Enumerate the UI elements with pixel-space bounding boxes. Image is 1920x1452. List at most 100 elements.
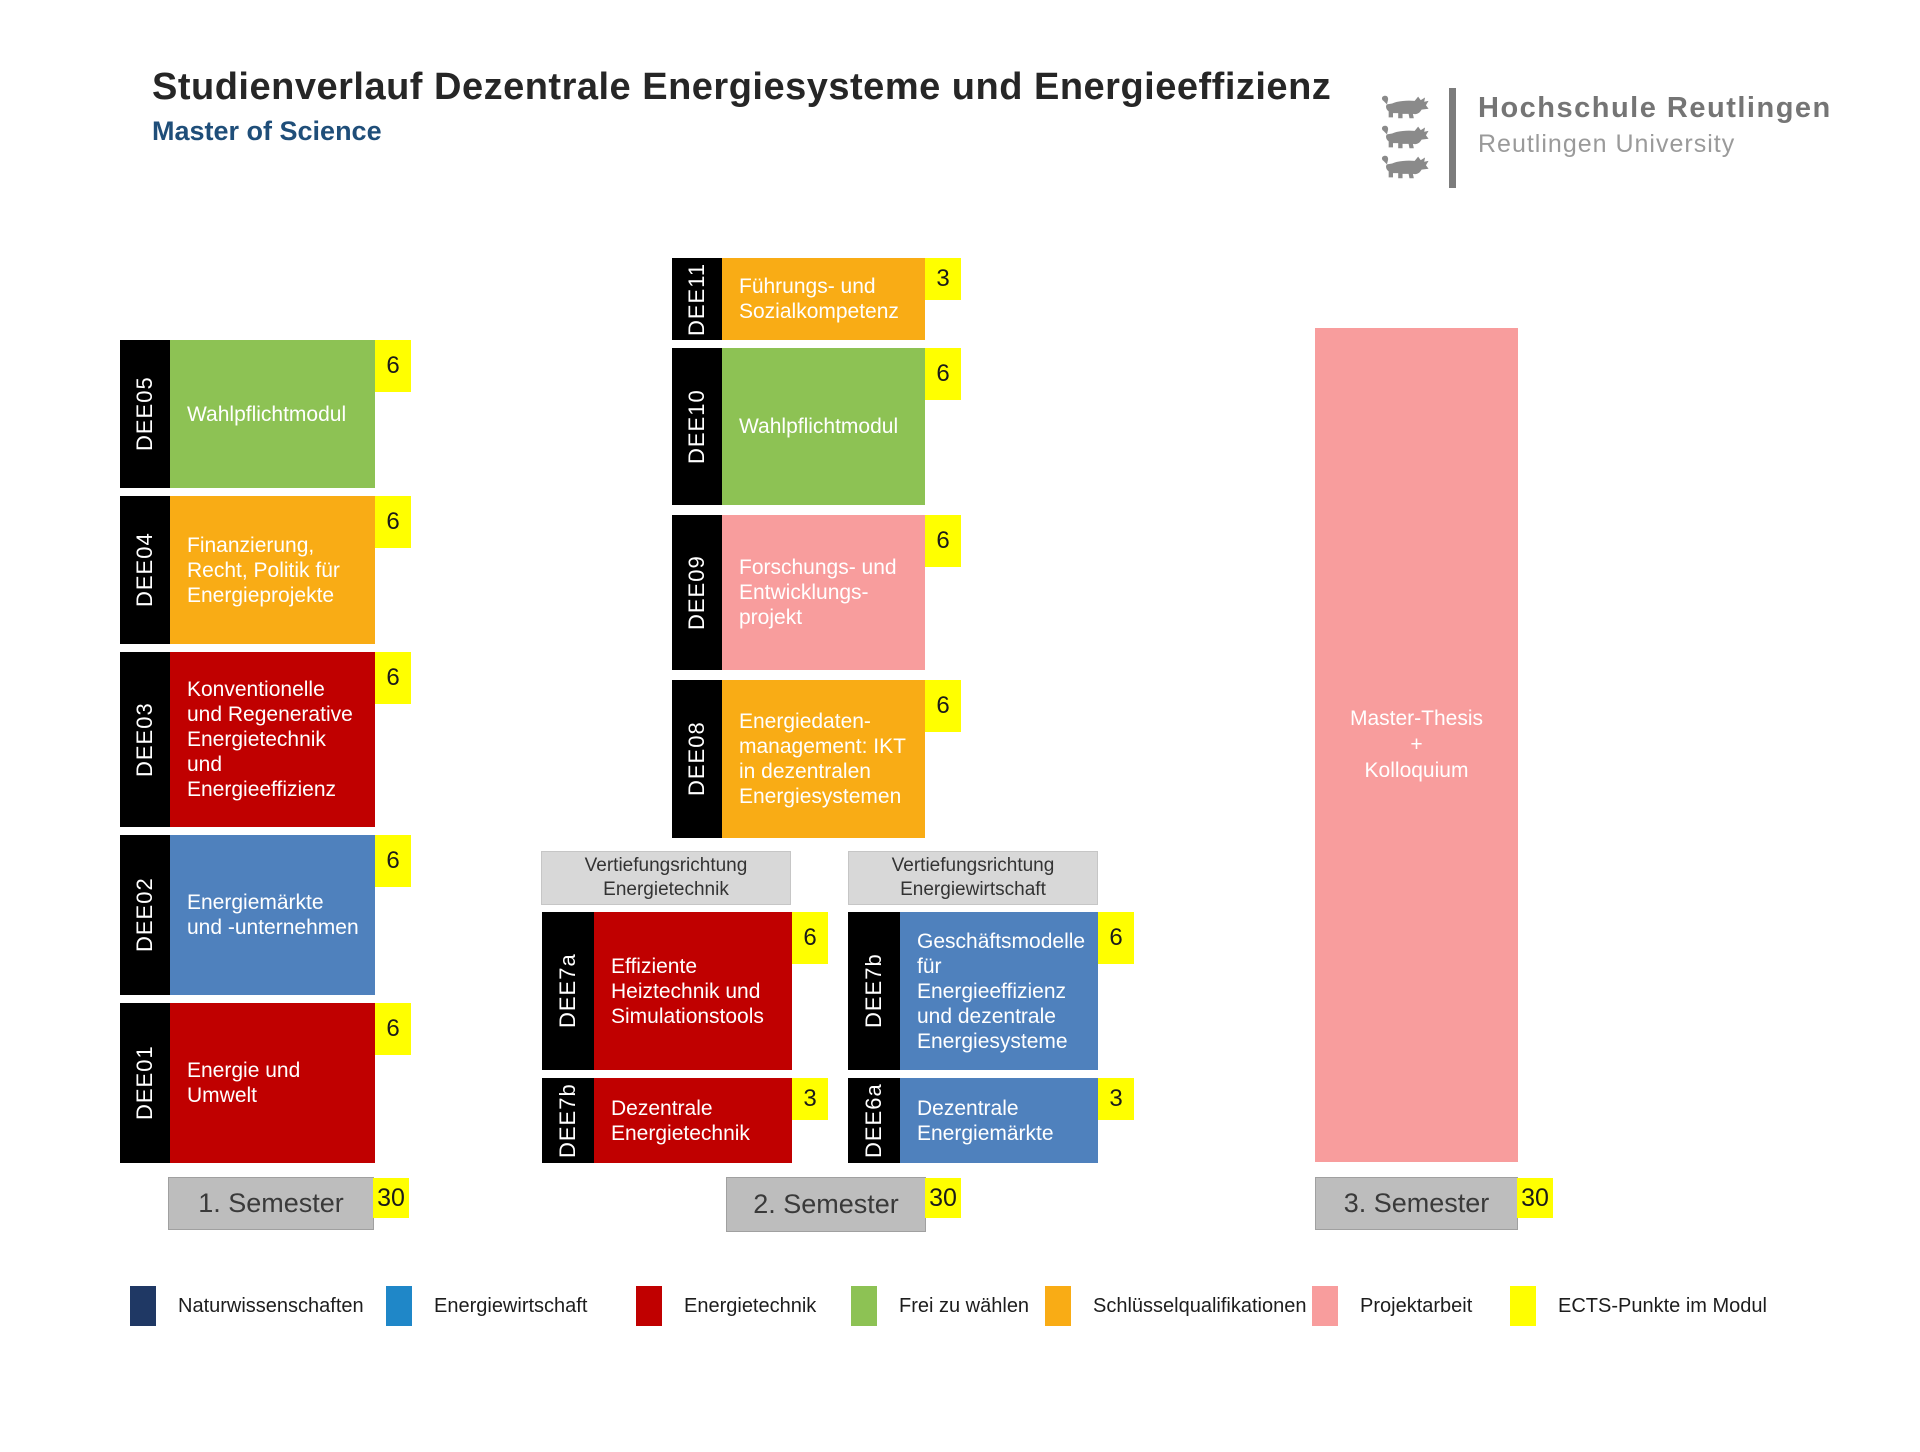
module-body: Dezentrale Energietechnik	[594, 1078, 792, 1163]
lion-icon	[1380, 94, 1432, 120]
module-body: Finanzierung, Recht, Politik für Energie…	[170, 496, 375, 644]
module-dee08: DEE08 Energiedaten- management: IKT in d…	[672, 680, 961, 838]
legend-item-frei-zu-waehlen: Frei zu wählen	[851, 1286, 1029, 1326]
track-header-energiewirtschaft: Vertiefungsrichtung Energiewirtschaft	[848, 851, 1098, 905]
ects-badge: 3	[925, 258, 961, 300]
module-code: DEE09	[672, 515, 722, 670]
legend-swatch	[130, 1286, 156, 1326]
legend-swatch	[386, 1286, 412, 1326]
module-code: DEE7a	[542, 912, 594, 1070]
university-logo	[1380, 94, 1432, 180]
semester-bar-2: 2. Semester 30	[726, 1177, 961, 1232]
semester-bar-3: 3. Semester 30	[1315, 1177, 1553, 1230]
ects-badge: 6	[925, 348, 961, 400]
module-title: Master-Thesis + Kolloquium	[1349, 707, 1484, 782]
module-title: Energie und Umwelt	[187, 1059, 301, 1107]
semester-label: 3. Semester	[1343, 1188, 1490, 1218]
module-code: DEE7b	[848, 912, 900, 1070]
ects-badge: 6	[792, 912, 828, 964]
module-body: Wahlpflichtmodul	[722, 348, 925, 505]
module-code: DEE02	[120, 835, 170, 995]
ects-badge: 3	[1098, 1078, 1134, 1120]
module-title: Effiziente Heiztechnik und Simulationsto…	[611, 954, 764, 1028]
module-code: DEE11	[672, 258, 722, 340]
legend-item-schluesselqualifikationen: Schlüsselqualifikationen	[1045, 1286, 1306, 1326]
module-body: Dezentrale Energiemärkte	[900, 1078, 1098, 1163]
module-body: Energiemärkte und -unternehmen	[170, 835, 375, 995]
legend-item-energiewirtschaft: Energiewirtschaft	[386, 1286, 587, 1326]
ects-badge: 6	[925, 515, 961, 567]
module-title: Führungs- und Sozialkompetenz	[739, 275, 899, 323]
semester-bar-1: 1. Semester 30	[168, 1177, 409, 1230]
legend-label: ECTS-Punkte im Modul	[1558, 1294, 1767, 1317]
module-title: Dezentrale Energietechnik	[611, 1096, 750, 1145]
legend-swatch	[851, 1286, 877, 1326]
ects-badge: 30	[1517, 1178, 1553, 1218]
legend-swatch	[1312, 1286, 1338, 1326]
module-dee02: DEE02 Energiemärkte und -unternehmen 6	[120, 835, 411, 995]
module-dee6a: DEE6a Dezentrale Energiemärkte 3	[848, 1078, 1134, 1163]
module-dee09: DEE09 Forschungs- und Entwicklungs- proj…	[672, 515, 961, 670]
legend-item-energietechnik: Energietechnik	[636, 1286, 816, 1326]
module-code: DEE01	[120, 1003, 170, 1163]
lion-icon	[1380, 124, 1432, 150]
module-body: Effiziente Heiztechnik und Simulationsto…	[594, 912, 792, 1070]
legend-label: Frei zu wählen	[899, 1294, 1030, 1317]
page-subtitle: Master of Science	[152, 116, 382, 146]
module-dee05: DEE05 Wahlpflichtmodul 6	[120, 340, 411, 488]
module-code: DEE05	[120, 340, 170, 488]
module-dee11: DEE11 Führungs- und Sozialkompetenz 3	[672, 258, 961, 340]
module-title: Energiemärkte und -unternehmen	[187, 891, 359, 939]
ects-badge: 3	[792, 1078, 828, 1120]
ects-badge: 30	[925, 1178, 961, 1218]
ects-badge: 6	[375, 1003, 411, 1055]
legend-label: Schlüsselqualifikationen	[1093, 1294, 1307, 1317]
ects-badge: 6	[375, 835, 411, 887]
module-title: Wahlpflichtmodul	[187, 402, 347, 426]
legend-label: Energietechnik	[684, 1294, 817, 1317]
semester-label: 1. Semester	[198, 1188, 344, 1218]
ects-badge: 6	[375, 340, 411, 392]
module-dee7b-energiewirtschaft: DEE7b Geschäftsmodelle für Energieeffizi…	[848, 912, 1134, 1070]
module-code: DEE04	[120, 496, 170, 644]
module-title: Energiedaten- management: IKT in dezentr…	[739, 710, 906, 808]
logo-divider	[1449, 88, 1456, 188]
module-dee04: DEE04 Finanzierung, Recht, Politik für E…	[120, 496, 411, 644]
semester-label: 2. Semester	[753, 1189, 899, 1219]
module-title: Finanzierung, Recht, Politik für Energie…	[187, 533, 340, 607]
ects-badge: 6	[925, 680, 961, 732]
legend-item-ects-punkte: ECTS-Punkte im Modul	[1510, 1286, 1767, 1326]
module-title: Geschäftsmodelle für Energieeffizienz un…	[917, 929, 1086, 1053]
legend-label: Naturwissenschaften	[178, 1294, 364, 1317]
module-dee7a: DEE7a Effiziente Heiztechnik und Simulat…	[542, 912, 828, 1070]
legend-label: Projektarbeit	[1360, 1294, 1473, 1317]
module-code: DEE10	[672, 348, 722, 505]
module-code: DEE6a	[848, 1078, 900, 1163]
ects-badge: 6	[375, 496, 411, 548]
module-dee03: DEE03 Konventionelle und Regenerative En…	[120, 652, 411, 827]
module-dee10: DEE10 Wahlpflichtmodul 6	[672, 348, 961, 505]
module-body: Forschungs- und Entwicklungs- projekt	[722, 515, 925, 670]
ects-badge: 30	[373, 1178, 409, 1218]
module-body: Wahlpflichtmodul	[170, 340, 375, 488]
module-code: DEE7b	[542, 1078, 594, 1163]
module-dee7b-energietechnik: DEE7b Dezentrale Energietechnik 3	[542, 1078, 828, 1163]
module-body: Geschäftsmodelle für Energieeffizienz un…	[900, 912, 1098, 1070]
module-code: DEE08	[672, 680, 722, 838]
lion-icon	[1380, 154, 1432, 180]
legend-swatch	[1045, 1286, 1071, 1326]
logo-institution-name-en: Reutlingen University	[1478, 130, 1736, 158]
module-body: Energie und Umwelt	[170, 1003, 375, 1163]
legend-item-naturwissenschaften: Naturwissenschaften	[130, 1286, 364, 1326]
page-title: Studienverlauf Dezentrale Energiesysteme…	[152, 66, 1332, 108]
ects-badge: 6	[375, 652, 411, 704]
module-title: Forschungs- und Entwicklungs- projekt	[739, 556, 897, 629]
module-body: Konventionelle und Regenerative Energiet…	[170, 652, 375, 827]
legend-swatch	[1510, 1286, 1536, 1326]
module-title: Dezentrale Energiemärkte	[917, 1096, 1054, 1145]
module-title: Wahlpflichtmodul	[739, 415, 899, 438]
module-code: DEE03	[120, 652, 170, 827]
module-body: Führungs- und Sozialkompetenz	[722, 258, 925, 340]
legend-label: Energiewirtschaft	[434, 1294, 588, 1317]
module-body: Energiedaten- management: IKT in dezentr…	[722, 680, 925, 838]
